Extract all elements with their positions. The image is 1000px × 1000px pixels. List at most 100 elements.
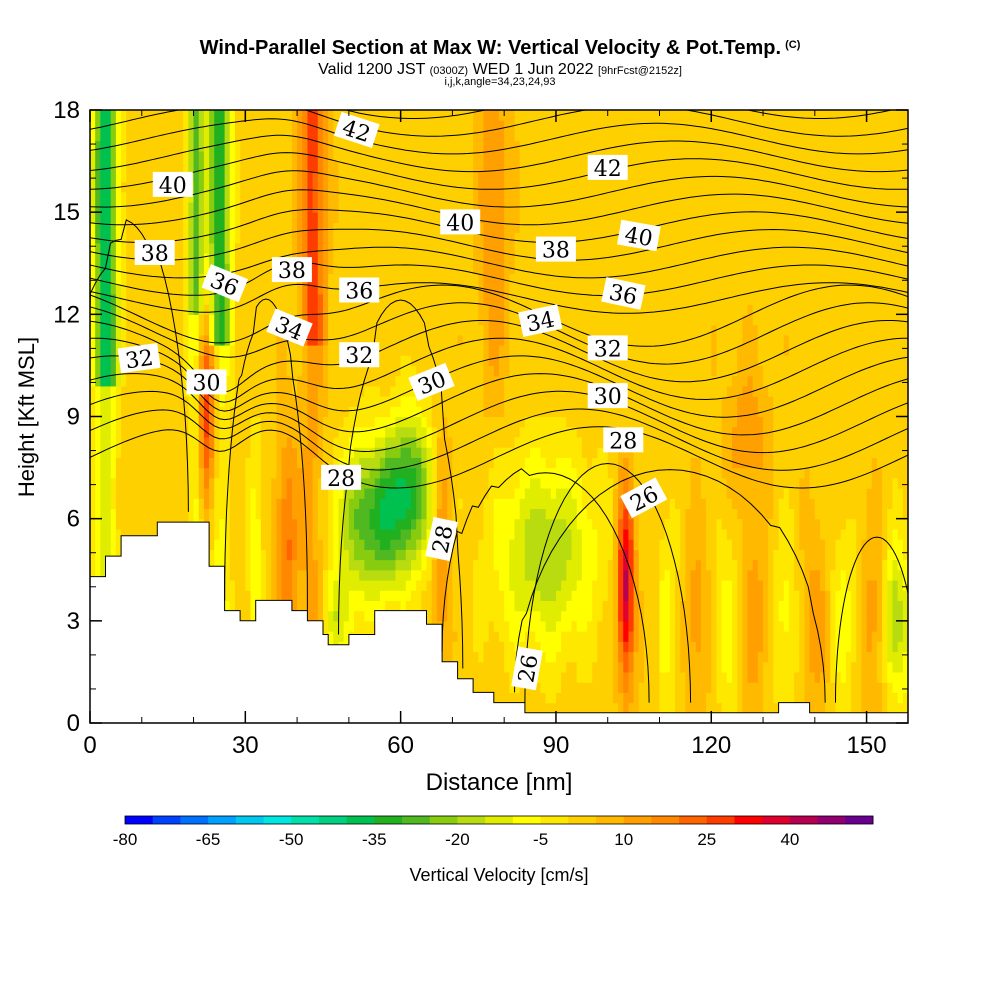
field-cell xyxy=(157,283,164,295)
field-cell xyxy=(317,314,324,326)
field-cell xyxy=(172,396,179,407)
field-cell xyxy=(260,222,267,234)
field-cell xyxy=(509,355,516,367)
field-cell xyxy=(110,365,117,377)
field-cell xyxy=(442,293,448,305)
field-cell xyxy=(509,110,516,121)
field-cell xyxy=(115,293,122,305)
field-cell xyxy=(286,201,293,213)
field-cell xyxy=(328,375,334,387)
field-cell xyxy=(462,631,469,642)
field-cell xyxy=(307,610,314,622)
field-cell xyxy=(499,385,505,397)
field-cell xyxy=(338,171,345,183)
field-cell xyxy=(121,467,127,479)
field-cell xyxy=(178,447,184,458)
field-cell xyxy=(442,488,448,499)
field-cell xyxy=(374,171,381,183)
field-cell xyxy=(385,334,391,346)
field-cell xyxy=(260,191,267,203)
field-cell xyxy=(286,191,293,203)
field-cell xyxy=(322,191,329,203)
field-cell xyxy=(447,396,454,407)
field-cell xyxy=(493,692,500,704)
field-cell xyxy=(245,508,252,520)
field-cell xyxy=(343,324,350,336)
field-cell xyxy=(105,324,112,336)
field-cell xyxy=(198,416,205,428)
field-cell xyxy=(281,528,288,540)
field-cell xyxy=(390,590,397,601)
field-cell xyxy=(390,579,397,591)
field-cell xyxy=(416,365,422,377)
field-cell xyxy=(193,120,200,132)
field-cell xyxy=(110,467,117,479)
field-cell xyxy=(317,355,324,367)
field-cell xyxy=(312,263,319,275)
field-cell xyxy=(136,314,143,326)
field-cell xyxy=(198,396,205,407)
field-cell xyxy=(276,304,283,315)
field-cell xyxy=(317,191,324,203)
field-cell xyxy=(405,396,412,407)
field-cell xyxy=(483,631,490,642)
field-cell xyxy=(338,201,345,213)
field-cell xyxy=(131,263,138,275)
field-cell xyxy=(110,222,117,234)
field-cell xyxy=(121,508,127,520)
field-cell xyxy=(219,355,226,367)
field-cell xyxy=(514,539,521,550)
field-cell xyxy=(369,324,376,336)
field-cell xyxy=(183,273,189,285)
field-cell xyxy=(400,273,407,285)
field-cell xyxy=(167,385,174,397)
field-cell xyxy=(266,406,272,418)
field-cell xyxy=(447,110,454,121)
field-cell xyxy=(473,651,479,663)
field-cell xyxy=(359,191,365,203)
field-cell xyxy=(188,150,195,162)
field-cell xyxy=(291,171,298,183)
field-cell xyxy=(271,396,277,407)
field-cell xyxy=(379,467,386,479)
field-cell xyxy=(354,620,360,632)
field-cell xyxy=(157,488,164,499)
field-cell xyxy=(354,436,360,448)
field-cell xyxy=(146,467,153,479)
field-cell xyxy=(245,161,252,172)
field-cell xyxy=(229,539,236,550)
field-cell xyxy=(307,375,314,387)
field-cell xyxy=(157,477,164,489)
field-cell xyxy=(297,232,303,244)
field-cell xyxy=(509,641,516,653)
field-cell xyxy=(442,181,448,193)
field-cell xyxy=(162,201,169,213)
field-cell xyxy=(105,385,112,397)
field-cell xyxy=(447,488,454,499)
field-cell xyxy=(255,539,262,550)
field-cell xyxy=(405,539,412,550)
field-cell xyxy=(457,304,464,315)
field-cell xyxy=(359,314,365,326)
field-cell xyxy=(115,488,122,499)
field-cell xyxy=(260,120,267,132)
field-cell xyxy=(198,242,205,254)
field-cell xyxy=(90,365,96,377)
field-cell xyxy=(509,610,516,622)
field-cell xyxy=(152,477,158,489)
field-cell xyxy=(188,283,195,295)
field-cell xyxy=(436,253,443,264)
field-cell xyxy=(281,385,288,397)
field-cell xyxy=(514,273,521,285)
field-cell xyxy=(245,201,252,213)
field-cell xyxy=(266,590,272,601)
field-cell xyxy=(416,467,422,479)
field-cell xyxy=(260,201,267,213)
field-cell xyxy=(100,518,107,530)
field-cell xyxy=(405,355,412,367)
field-cell xyxy=(224,569,231,581)
field-cell xyxy=(452,508,459,520)
field-cell xyxy=(405,273,412,285)
field-cell xyxy=(478,222,485,234)
field-cell xyxy=(379,406,386,418)
